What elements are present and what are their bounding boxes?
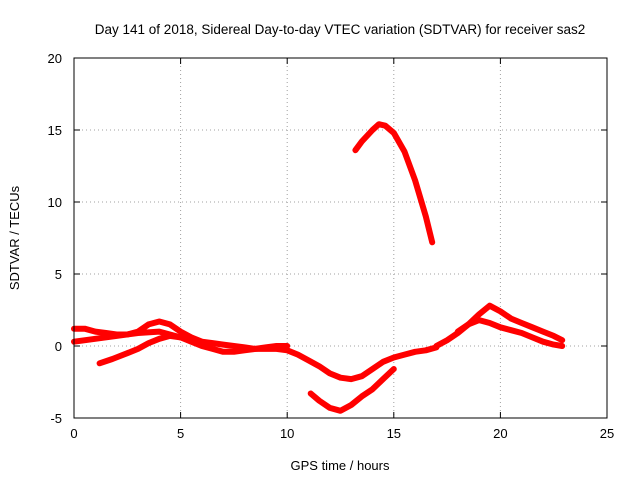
y-tick-label: -5 — [50, 411, 62, 426]
series-line-trace-d — [307, 366, 397, 414]
series-line-trace-b — [96, 332, 291, 367]
plot-frame — [73, 57, 608, 419]
y-tick-label: 20 — [48, 51, 62, 66]
x-tick-label: 20 — [493, 426, 507, 441]
chart-title: Day 141 of 2018, Sidereal Day-to-day VTE… — [95, 22, 585, 37]
y-tick-label: 5 — [55, 267, 62, 282]
x-axis-label: GPS time / hours — [291, 458, 390, 473]
y-tick-label: 0 — [55, 339, 62, 354]
y-axis-label: SDTVAR / TECUs — [7, 185, 22, 290]
grid-layer — [74, 58, 607, 418]
x-tick-label: 5 — [177, 426, 184, 441]
series-line-trace-e — [352, 121, 436, 246]
series-line-trace-c — [71, 328, 184, 345]
x-tick-label: 25 — [600, 426, 614, 441]
series-line-trace-g — [454, 317, 566, 349]
series-layer — [71, 121, 566, 414]
y-tick-label: 15 — [48, 123, 62, 138]
tick-layer: 0 5 10 15 20 25 -5 0 5 10 15 20 — [48, 51, 615, 441]
x-tick-label: 0 — [70, 426, 77, 441]
x-tick-label: 10 — [280, 426, 294, 441]
y-tick-label: 10 — [48, 195, 62, 210]
x-tick-label: 15 — [387, 426, 401, 441]
